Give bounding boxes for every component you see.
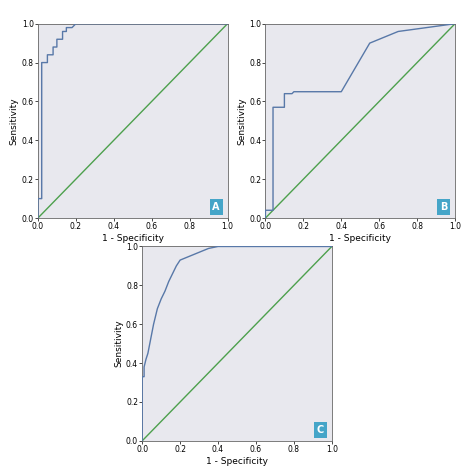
Text: C: C [317,425,324,435]
Y-axis label: Sensitivity: Sensitivity [237,97,246,145]
Y-axis label: Sensitivity: Sensitivity [10,97,19,145]
Text: B: B [440,202,447,212]
X-axis label: 1 - Specificity: 1 - Specificity [206,457,268,466]
X-axis label: 1 - Specificity: 1 - Specificity [102,234,164,243]
Text: A: A [212,202,220,212]
Y-axis label: Sensitivity: Sensitivity [114,320,123,367]
X-axis label: 1 - Specificity: 1 - Specificity [329,234,391,243]
